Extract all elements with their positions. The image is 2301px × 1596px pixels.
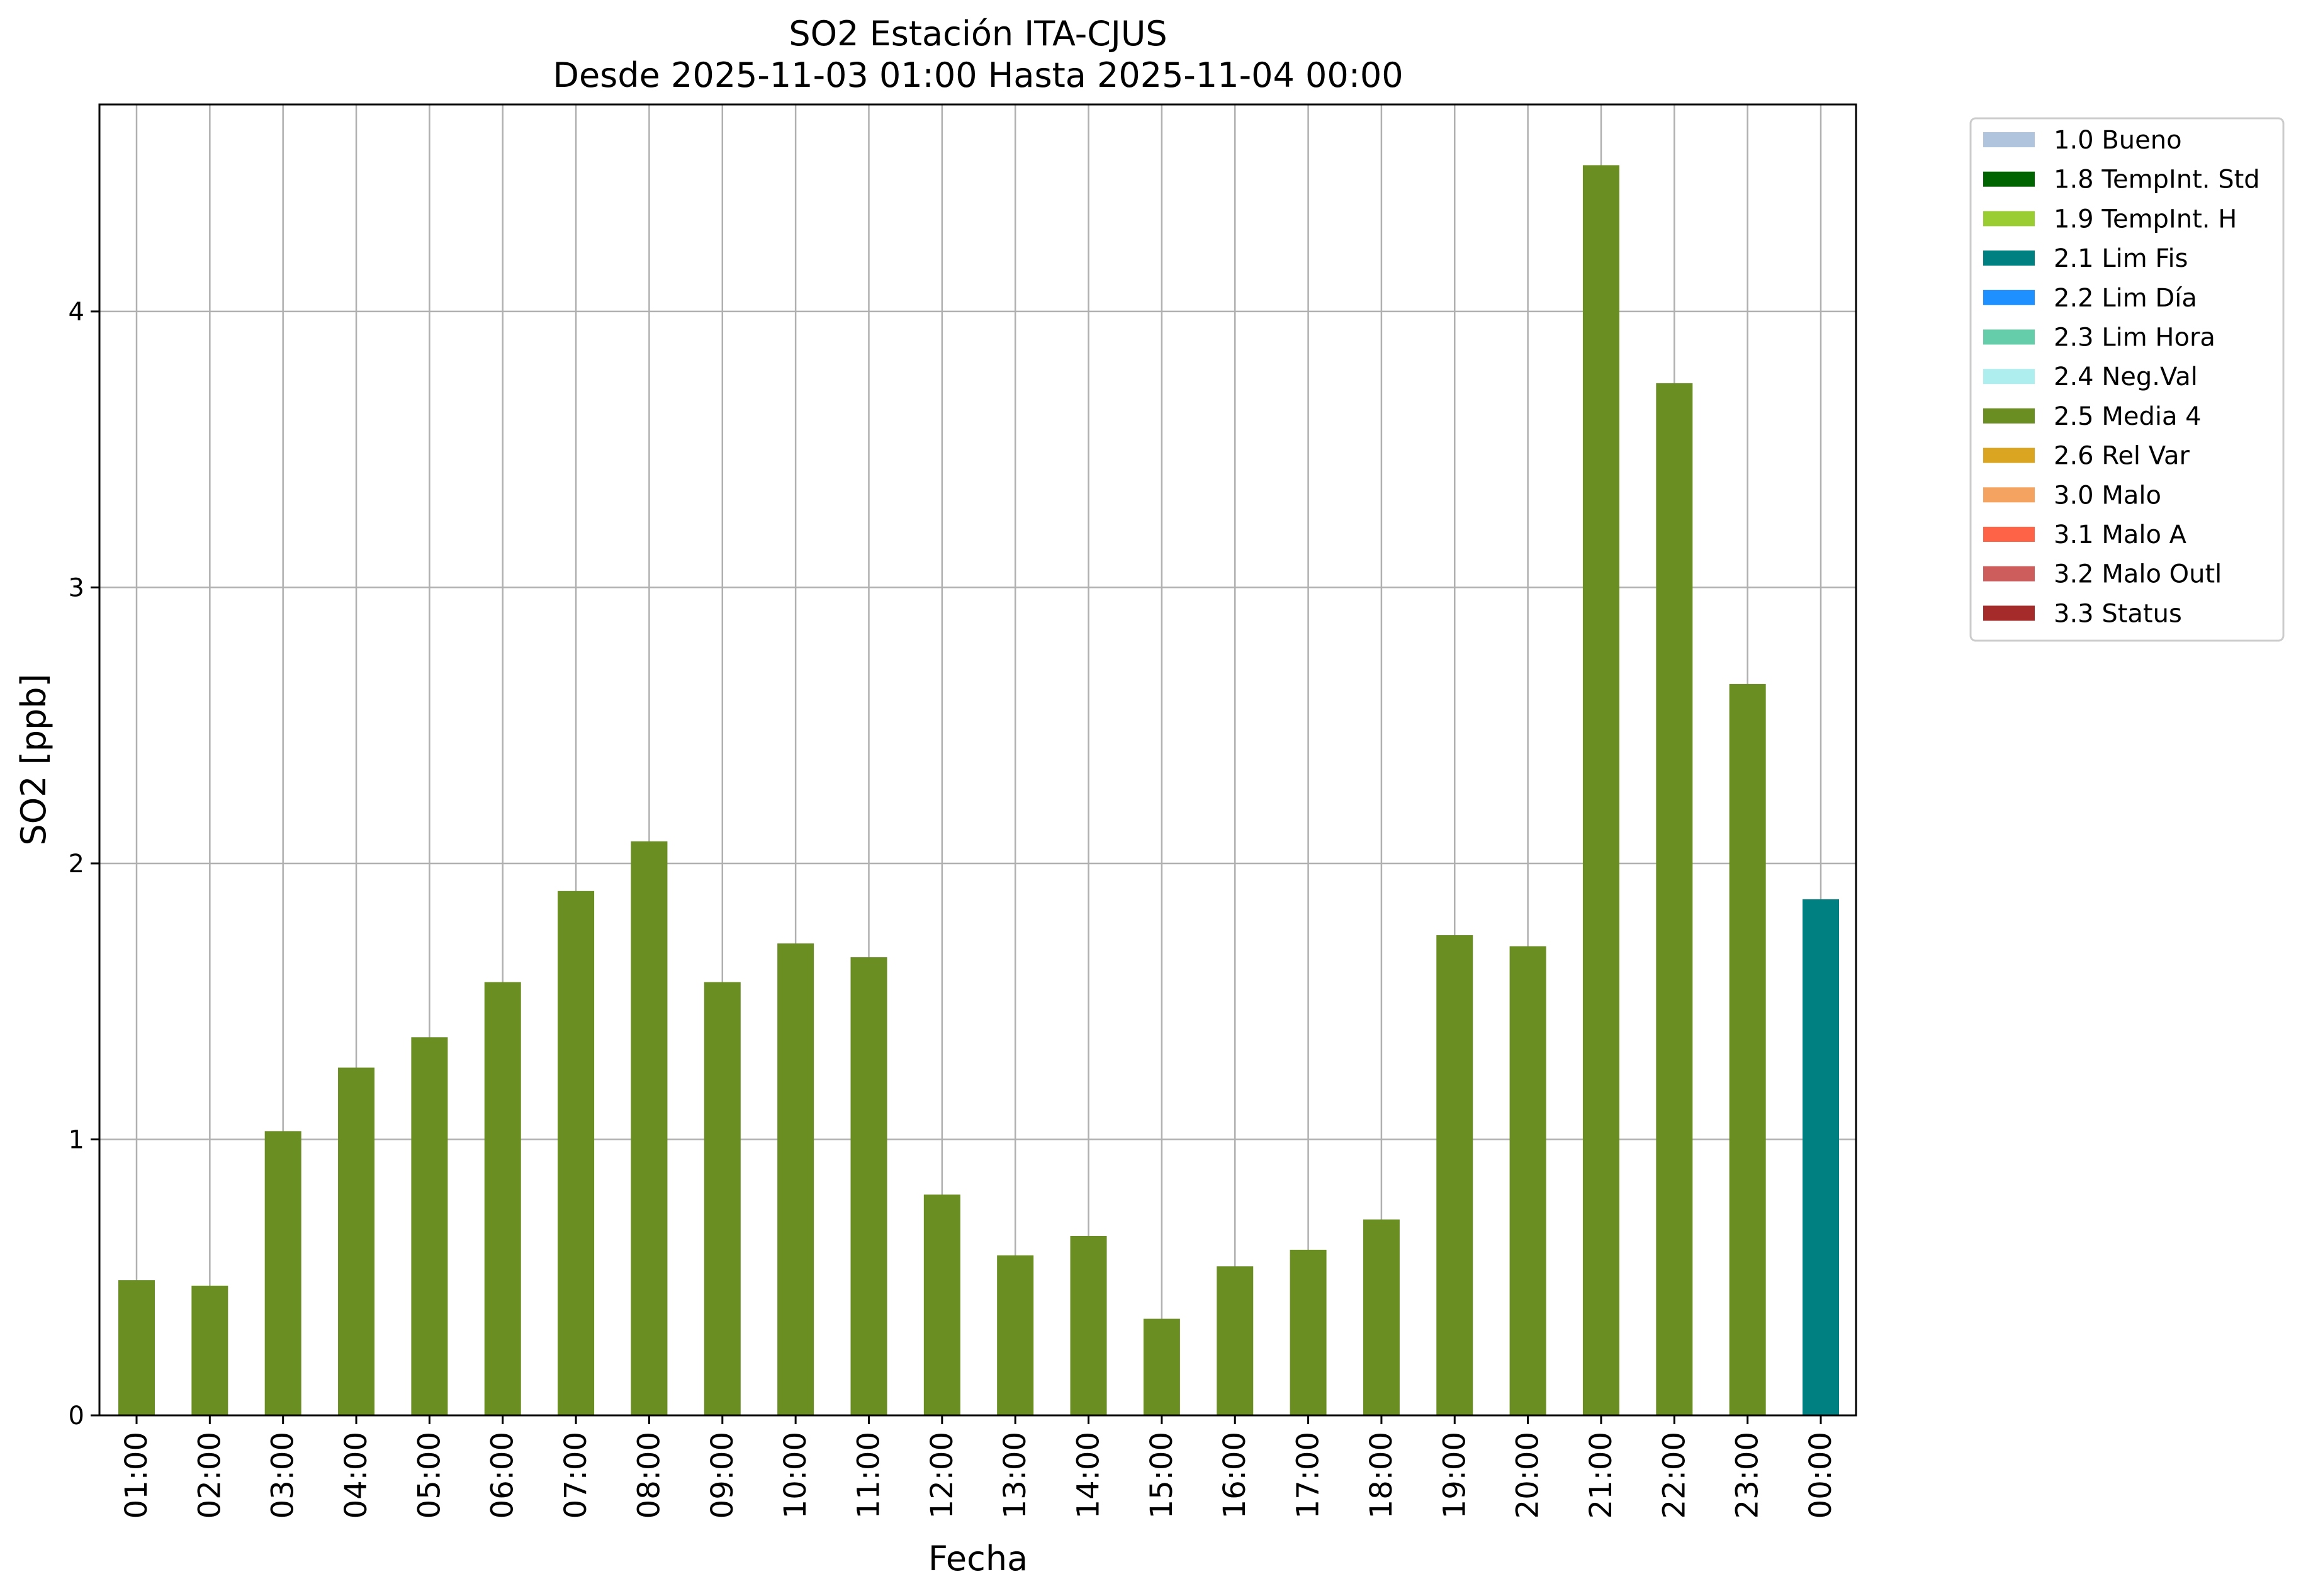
bar-17:00 bbox=[1290, 1249, 1327, 1415]
legend-swatch bbox=[1983, 527, 2035, 542]
y-axis: 0 1 2 3 4 bbox=[69, 298, 99, 1430]
legend-label: 2.5 Media 4 bbox=[2054, 402, 2202, 431]
y-tick-label: 1 bbox=[69, 1125, 84, 1154]
bar-02:00 bbox=[191, 1285, 228, 1415]
legend-frame bbox=[1969, 117, 2285, 642]
x-tick-label: 15:00 bbox=[1144, 1432, 1179, 1519]
legend-swatch bbox=[1983, 329, 2035, 345]
legend-swatch bbox=[1983, 566, 2035, 582]
x-axis: 01:00 02:00 03:00 04:00 05:00 06:00 07:00 08:00… bbox=[119, 1415, 1838, 1519]
legend-swatch bbox=[1983, 250, 2035, 266]
x-tick-label: 20:00 bbox=[1511, 1432, 1546, 1519]
x-tick-label: 06:00 bbox=[485, 1432, 520, 1519]
legend-label: 3.2 Malo Outl bbox=[2054, 560, 2222, 589]
legend-swatch bbox=[1983, 132, 2035, 147]
x-tick-label: 07:00 bbox=[558, 1432, 594, 1519]
bar-23:00 bbox=[1729, 683, 1766, 1415]
x-tick-label: 04:00 bbox=[339, 1432, 374, 1519]
y-tick-label: 2 bbox=[69, 850, 84, 879]
bar-00:00 bbox=[1803, 899, 1839, 1415]
x-tick-label: 23:00 bbox=[1730, 1432, 1765, 1519]
x-tick-label: 03:00 bbox=[266, 1432, 301, 1519]
legend: 1.0 Bueno 1.8 TempInt. Std 1.9 TempInt. H 2… bbox=[1969, 117, 2285, 642]
bar-11:00 bbox=[850, 957, 887, 1415]
x-tick-label: 19:00 bbox=[1437, 1432, 1472, 1519]
x-tick-label: 12:00 bbox=[925, 1432, 960, 1519]
legend-label: 1.8 TempInt. Std bbox=[2054, 166, 2260, 194]
legend-swatch bbox=[1983, 605, 2035, 621]
bars bbox=[118, 165, 1839, 1415]
x-tick-label: 13:00 bbox=[998, 1432, 1033, 1519]
chart-subtitle: Desde 2025-11-03 01:00 Hasta 2025-11-04 … bbox=[553, 55, 1403, 95]
legend-swatch bbox=[1983, 171, 2035, 187]
chart-title: SO2 Estación ITA-CJUS bbox=[789, 14, 1167, 53]
bar-18:00 bbox=[1363, 1219, 1400, 1415]
x-tick-label: 14:00 bbox=[1071, 1432, 1106, 1519]
legend-swatch bbox=[1983, 408, 2035, 424]
legend-label: 1.0 Bueno bbox=[2054, 126, 2182, 155]
legend-label: 3.1 Malo A bbox=[2054, 520, 2187, 549]
x-tick-label: 22:00 bbox=[1657, 1432, 1692, 1519]
x-tick-label: 05:00 bbox=[412, 1432, 447, 1519]
x-tick-label: 17:00 bbox=[1291, 1432, 1326, 1519]
legend-label: 2.3 Lim Hora bbox=[2054, 323, 2215, 352]
legend-swatch bbox=[1983, 289, 2035, 305]
bar-13:00 bbox=[997, 1255, 1034, 1415]
bar-22:00 bbox=[1656, 383, 1693, 1415]
bar-19:00 bbox=[1436, 935, 1473, 1415]
y-tick-label: 4 bbox=[69, 298, 84, 327]
legend-swatch bbox=[1983, 447, 2035, 463]
y-tick-label: 3 bbox=[69, 573, 84, 602]
y-tick-label: 0 bbox=[69, 1402, 84, 1430]
legend-label: 3.3 Status bbox=[2054, 599, 2182, 628]
x-tick-label: 11:00 bbox=[851, 1432, 886, 1519]
bar-05:00 bbox=[411, 1037, 448, 1415]
bar-10:00 bbox=[777, 943, 814, 1415]
bar-06:00 bbox=[484, 982, 521, 1415]
x-tick-label: 18:00 bbox=[1364, 1432, 1399, 1519]
bar-12:00 bbox=[923, 1194, 960, 1415]
legend-swatch bbox=[1983, 369, 2035, 385]
bar-21:00 bbox=[1582, 165, 1619, 1415]
x-tick-label: 08:00 bbox=[631, 1432, 667, 1519]
legend-swatch bbox=[1983, 487, 2035, 503]
legend-label: 3.0 Malo bbox=[2054, 481, 2161, 510]
bar-16:00 bbox=[1217, 1266, 1254, 1415]
x-tick-label: 01:00 bbox=[119, 1432, 154, 1519]
legend-label: 2.2 Lim Día bbox=[2054, 284, 2197, 313]
x-tick-label: 16:00 bbox=[1217, 1432, 1252, 1519]
x-axis-label: Fecha bbox=[928, 1539, 1028, 1578]
x-tick-label: 00:00 bbox=[1803, 1432, 1838, 1519]
bar-09:00 bbox=[704, 982, 741, 1415]
bar-08:00 bbox=[631, 841, 668, 1415]
y-axis-label: SO2 [ppb] bbox=[14, 673, 53, 845]
legend-label: 2.4 Neg.Val bbox=[2054, 362, 2198, 391]
bar-07:00 bbox=[558, 891, 595, 1415]
x-tick-label: 10:00 bbox=[778, 1432, 813, 1519]
legend-label: 2.1 Lim Fis bbox=[2054, 244, 2188, 273]
bar-04:00 bbox=[338, 1067, 375, 1415]
bar-01:00 bbox=[118, 1280, 155, 1415]
plot-frame bbox=[98, 103, 1857, 1417]
bar-15:00 bbox=[1143, 1318, 1180, 1415]
legend-swatch bbox=[1983, 211, 2035, 227]
legend-label: 1.9 TempInt. H bbox=[2054, 205, 2237, 233]
bar-03:00 bbox=[264, 1131, 301, 1415]
x-tick-label: 02:00 bbox=[192, 1432, 227, 1519]
x-tick-label: 21:00 bbox=[1584, 1432, 1619, 1519]
bar-20:00 bbox=[1509, 946, 1546, 1415]
x-tick-label: 09:00 bbox=[705, 1432, 740, 1519]
bar-14:00 bbox=[1070, 1235, 1107, 1415]
legend-label: 2.6 Rel Var bbox=[2054, 442, 2190, 471]
